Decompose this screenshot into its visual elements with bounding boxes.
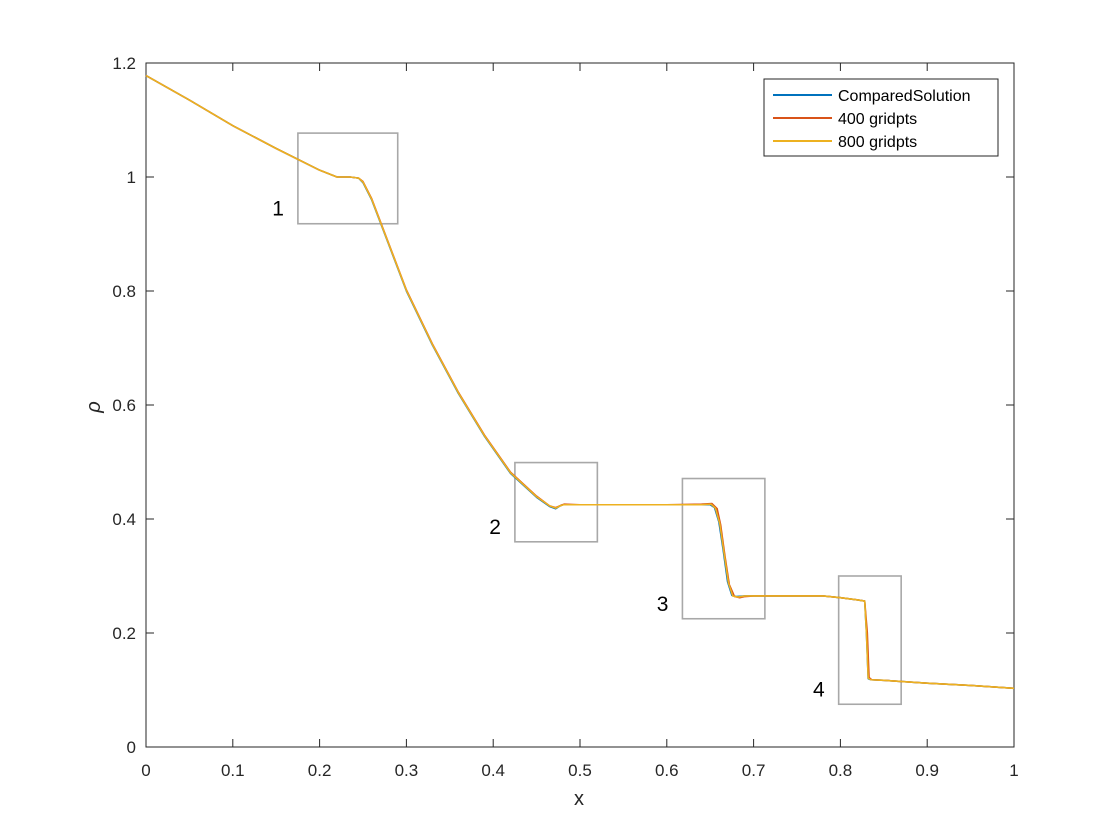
- plot-area-frame: [145, 62, 1015, 748]
- y-tick-label: 0.8: [112, 282, 136, 301]
- y-tick-label: 0.2: [112, 624, 136, 643]
- x-tick-label: 0.5: [568, 761, 592, 780]
- x-tick-label: 0.6: [655, 761, 679, 780]
- zoom-box-1: [297, 132, 399, 225]
- zoom-box-2: [514, 461, 599, 543]
- zoom-box-4: [837, 575, 902, 706]
- y-tick-label: 0: [127, 738, 136, 757]
- y-tick-label: 1.2: [112, 54, 136, 73]
- x-tick-label: 0.2: [308, 761, 332, 780]
- x-tick-label: 0.3: [395, 761, 419, 780]
- y-tick-label: 0.4: [112, 510, 136, 529]
- x-tick-label: 0.8: [829, 761, 853, 780]
- zoom-box-label-4: 4: [813, 678, 825, 701]
- x-tick-label: 0.9: [915, 761, 939, 780]
- x-tick-label: 0.1: [221, 761, 245, 780]
- series-lines: [145, 74, 1015, 690]
- x-tick-label: 1: [1009, 761, 1018, 780]
- y-tick-label: 0.6: [112, 396, 136, 415]
- axes: 0 0.1 0.2 0.3 0.4 0.5 0.6 0.7 0.8 0.9 1 0 0.2 0.4 0.6 0…: [112, 54, 1018, 780]
- annotation-boxes: 1 2 3 4: [272, 132, 902, 706]
- zoom-box-label-3: 3: [657, 593, 669, 616]
- zoom-box-label-2: 2: [489, 516, 501, 539]
- legend-entry: 800 gridpts: [838, 134, 917, 151]
- legend-entry: 400 gridpts: [838, 111, 917, 128]
- x-tick-label: 0.4: [481, 761, 505, 780]
- legend-entry: ComparedSolution: [838, 88, 971, 105]
- x-tick-label: 0: [141, 761, 150, 780]
- legend: ComparedSolution 400 gridpts 800 gridpts: [763, 78, 999, 157]
- zoom-box-label-1: 1: [272, 198, 284, 221]
- y-axis-label: ρ: [83, 401, 105, 413]
- series-line-2: [145, 74, 1015, 690]
- zoom-box-3: [681, 477, 766, 620]
- y-tick-label: 1: [127, 168, 136, 187]
- x-axis-label: x: [574, 788, 584, 810]
- x-tick-label: 0.7: [742, 761, 766, 780]
